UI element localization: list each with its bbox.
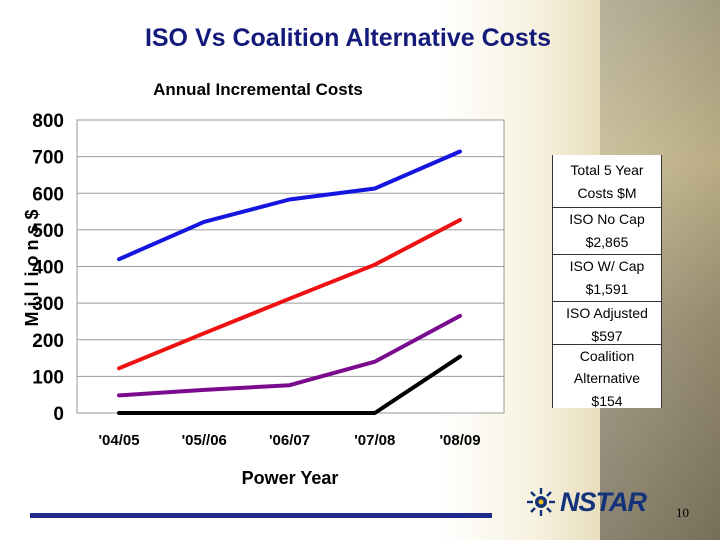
legend-iso-no-cap-value: $2,865 (585, 234, 629, 250)
legend-iso-adjusted-value: $597 (591, 328, 623, 344)
slide-title: ISO Vs Coalition Alternative Costs (144, 24, 552, 52)
totals-legend-box: Total 5 Year Costs $M ISO No Cap $2,865 … (552, 155, 662, 409)
legend-iso-adjusted-label: ISO Adjusted (553, 301, 661, 325)
x-axis-label: Power Year (242, 468, 339, 488)
y-tick-label: 100 (32, 367, 64, 388)
x-tick-label: '06/07 (269, 432, 310, 449)
y-tick-label: 400 (32, 258, 64, 279)
y-tick-label: 300 (32, 294, 64, 315)
legend-iso-w-cap-value: $1,591 (585, 281, 629, 297)
y-tick-label: 700 (32, 148, 64, 169)
nstar-logo: NSTAR (526, 484, 647, 520)
legend-iso-w-cap-label: ISO W/ Cap (553, 254, 661, 278)
series-line-iso-w-cap (117, 218, 462, 371)
legend-coalition-value: $154 (591, 393, 623, 409)
y-tick-label: 800 (32, 111, 64, 132)
logo-wordmark: NSTAR (560, 486, 647, 517)
x-tick-label: '07/08 (354, 432, 395, 449)
y-tick-label: 200 (32, 331, 64, 352)
series-line-iso-adjusted (117, 313, 462, 398)
y-axis-label: M i l l i o n s $ (22, 209, 42, 326)
y-tick-label: 500 (32, 221, 64, 242)
chart-title: Annual Incremental Costs (153, 80, 363, 99)
legend-iso-no-cap-label: ISO No Cap (553, 207, 661, 231)
legend-coalition-line1: Coalition (553, 344, 661, 368)
series-line-coalition (117, 354, 462, 415)
x-tick-label: '04/05 (98, 432, 139, 449)
x-tick-label: '05//06 (182, 432, 227, 449)
legend-header-line1: Total 5 Year (570, 162, 644, 178)
x-tick-label: '08/09 (439, 432, 480, 449)
legend-coalition-line2: Alternative (573, 370, 641, 386)
legend-header-line2: Costs $M (577, 185, 637, 201)
y-tick-label: 600 (32, 184, 64, 205)
sunburst-icon (527, 488, 555, 516)
y-tick-label: 0 (53, 404, 64, 425)
footer-bar (30, 513, 492, 518)
series-line-iso-no-cap (117, 149, 462, 262)
page-number: 10 (676, 505, 689, 520)
